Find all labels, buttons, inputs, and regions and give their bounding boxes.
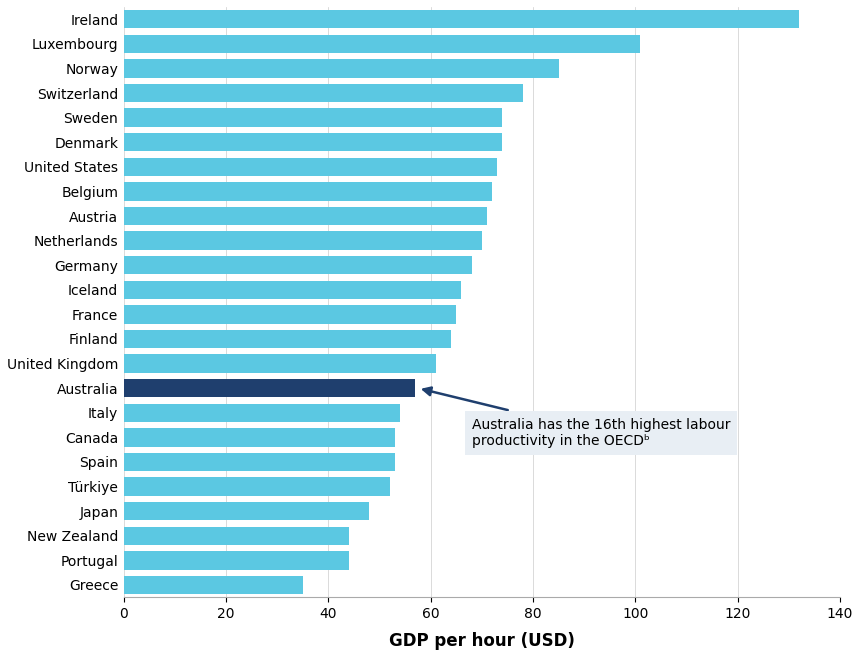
Bar — [124, 256, 471, 275]
X-axis label: GDP per hour (USD): GDP per hour (USD) — [389, 632, 574, 650]
Bar — [124, 207, 487, 225]
Bar — [124, 182, 492, 200]
Bar — [124, 133, 502, 152]
Bar — [124, 231, 482, 250]
Bar — [124, 59, 559, 78]
Bar — [124, 478, 390, 496]
Text: Australia has the 16th highest labour
productivity in the OECDᵇ: Australia has the 16th highest labour pr… — [423, 388, 730, 448]
Bar — [124, 354, 436, 373]
Bar — [124, 281, 462, 299]
Bar — [124, 502, 369, 520]
Bar — [124, 576, 303, 594]
Bar — [124, 551, 349, 570]
Bar — [124, 84, 523, 102]
Bar — [124, 403, 400, 422]
Bar — [124, 453, 395, 471]
Bar — [124, 158, 497, 176]
Bar — [124, 526, 349, 545]
Bar — [124, 330, 452, 348]
Bar — [124, 10, 799, 28]
Bar — [124, 35, 641, 53]
Bar — [124, 305, 457, 324]
Bar — [124, 379, 415, 397]
Bar — [124, 108, 502, 127]
Bar — [124, 428, 395, 447]
